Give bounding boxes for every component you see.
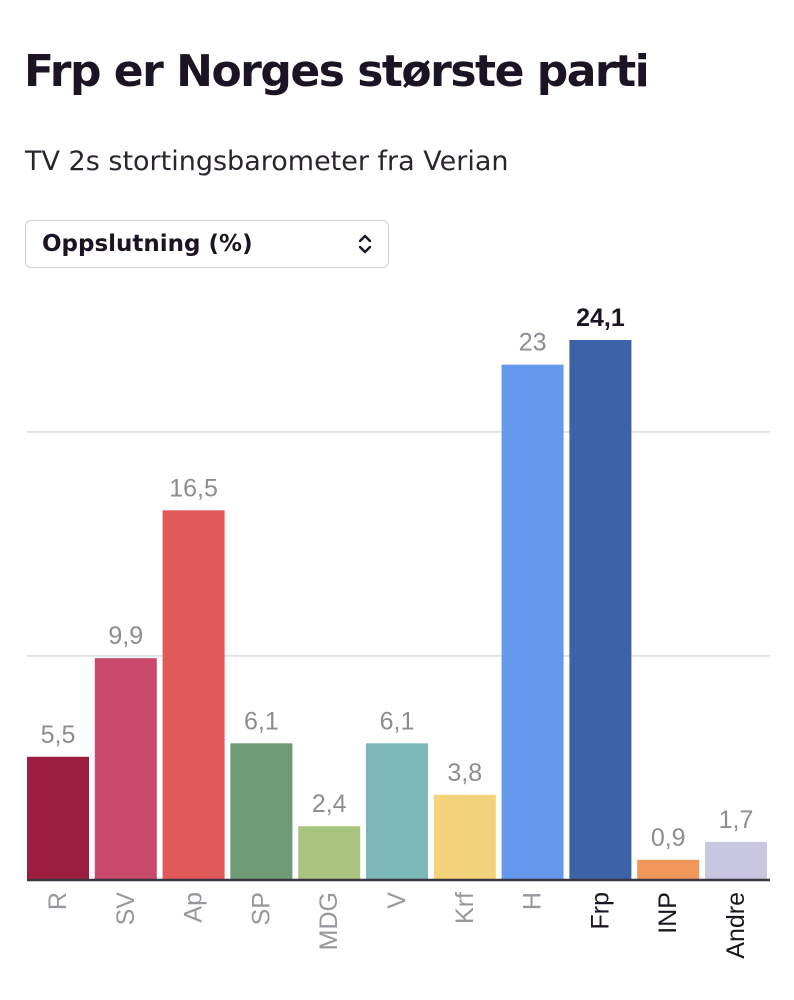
bar-krf[interactable] (433, 794, 496, 880)
measure-dropdown-label: Oppslutning (%) (42, 231, 253, 257)
bar-ap[interactable] (162, 510, 225, 880)
value-label-krf: 3,8 (447, 759, 482, 787)
value-label-ap: 16,5 (169, 474, 218, 502)
value-label-sv: 9,9 (108, 622, 143, 650)
bar-mdg[interactable] (298, 826, 361, 880)
value-label-frp: 24,1 (576, 304, 625, 332)
category-label-frp: Frp (586, 892, 614, 930)
category-label-mdg: MDG (315, 892, 343, 950)
value-label-r: 5,5 (41, 721, 76, 749)
bar-frp[interactable] (569, 340, 632, 880)
bar-chart: 5,5 9,9 16,5 6,1 2,4 6,1 3,8 23 24,1 0,9 1,7 R SV Ap… (27, 304, 770, 959)
category-label-v: V (383, 892, 411, 909)
bar-r[interactable] (27, 756, 89, 880)
category-labels: R SV Ap SP MDG V Krf H Frp INP Andre (44, 892, 750, 959)
category-label-krf: Krf (451, 892, 479, 924)
value-label-h: 23 (519, 329, 547, 357)
category-label-sp: SP (247, 892, 275, 925)
category-label-ap: Ap (180, 892, 208, 923)
chart-subtitle: TV 2s stortingsbarometer fra Verian (25, 146, 509, 177)
value-label-mdg: 2,4 (312, 790, 347, 818)
chevron-up-down-icon (356, 233, 374, 255)
category-label-inp: INP (654, 892, 682, 934)
value-label-sp: 6,1 (244, 707, 279, 735)
bar-v[interactable] (366, 743, 428, 880)
category-label-r: R (44, 892, 72, 910)
category-label-sv: SV (112, 892, 140, 926)
value-label-inp: 0,9 (651, 824, 686, 852)
bar-inp[interactable] (637, 859, 700, 880)
chart-title: Frp er Norges største parti (24, 46, 650, 97)
value-label-v: 6,1 (380, 707, 415, 735)
category-label-andre: Andre (722, 892, 750, 959)
bar-andre[interactable] (705, 841, 767, 880)
measure-dropdown[interactable]: Oppslutning (%) (25, 220, 389, 268)
bar-h[interactable] (501, 364, 564, 880)
value-labels: 5,5 9,9 16,5 6,1 2,4 6,1 3,8 23 24,1 0,9 1,7 (41, 304, 754, 852)
value-label-andre: 1,7 (719, 806, 754, 834)
gridlines (27, 431, 770, 657)
bars (27, 340, 767, 880)
bar-sp[interactable] (230, 743, 293, 880)
bar-sv[interactable] (94, 658, 157, 880)
category-label-h: H (519, 892, 547, 910)
